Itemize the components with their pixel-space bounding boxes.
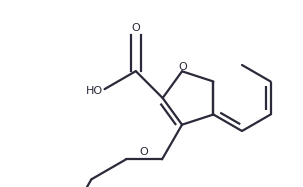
Text: O: O <box>140 147 148 157</box>
Text: O: O <box>179 62 188 72</box>
Text: O: O <box>132 23 140 33</box>
Text: HO: HO <box>86 86 103 96</box>
